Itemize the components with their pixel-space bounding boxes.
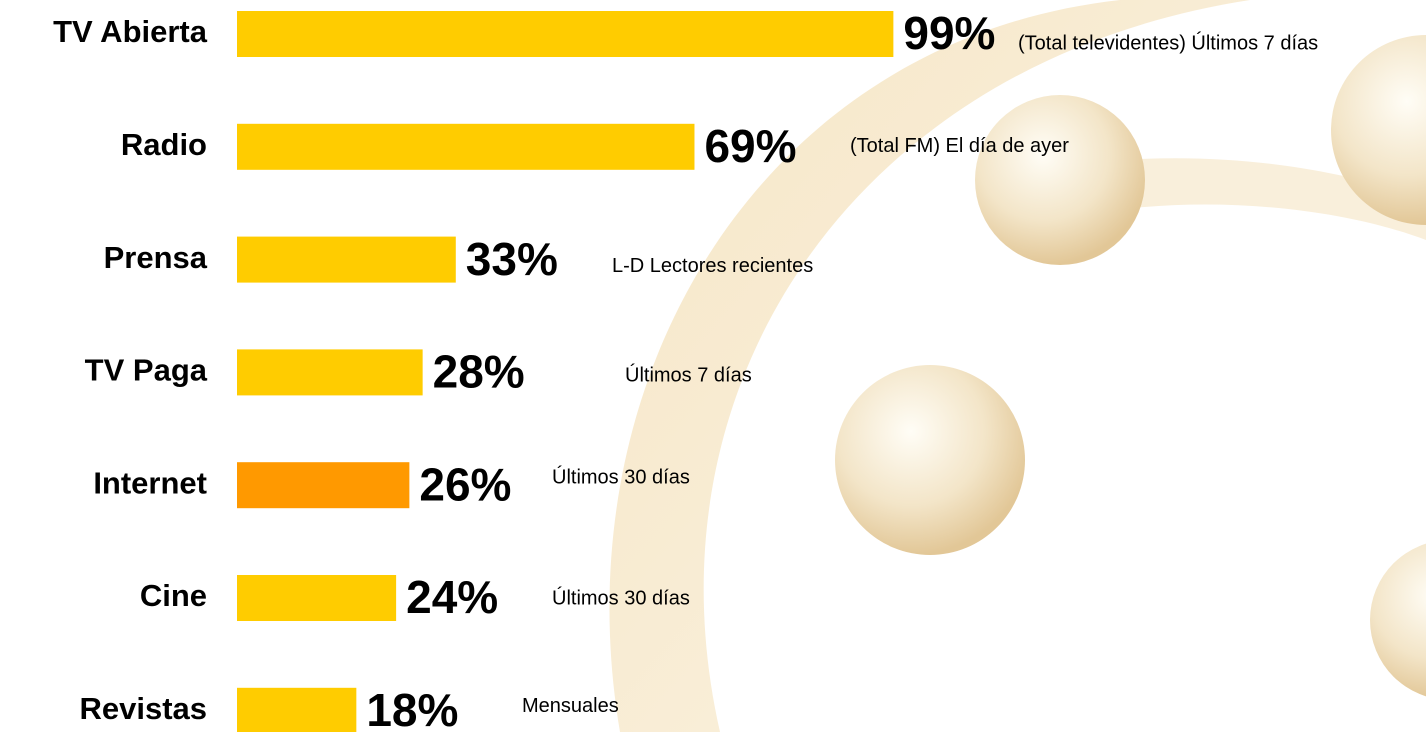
bar	[237, 349, 423, 396]
note: Últimos 30 días	[552, 586, 690, 609]
value-label: 28%	[433, 346, 525, 398]
note: Últimos 30 días	[552, 465, 690, 488]
category-label: Cine	[140, 578, 207, 613]
category-label: TV Paga	[85, 353, 208, 388]
category-label: Internet	[93, 465, 207, 500]
bar	[237, 11, 894, 57]
note: Mensuales	[522, 695, 619, 717]
note: (Total televidentes) Últimos 7 días	[1018, 31, 1318, 54]
note: Últimos 7 días	[625, 364, 752, 387]
value-label: 26%	[419, 458, 511, 510]
bar	[237, 462, 410, 509]
bar	[237, 236, 456, 283]
note: L-D Lectores recientes	[612, 255, 813, 277]
plot: TV Abierta 99% (Total televidentes) Último…	[53, 7, 1318, 732]
value-label: 24%	[406, 571, 498, 623]
category-label: Revistas	[79, 691, 207, 726]
category-label: TV Abierta	[53, 14, 208, 49]
value-label: 99%	[903, 7, 995, 59]
bar	[237, 123, 695, 170]
value-label: 69%	[704, 120, 796, 172]
value-label: 18%	[366, 684, 458, 732]
background-decoration	[609, 0, 1426, 732]
category-label: Radio	[121, 127, 207, 162]
bar	[237, 575, 397, 621]
category-label: Prensa	[104, 240, 208, 275]
value-label: 33%	[466, 233, 558, 285]
note: (Total FM) El día de ayer	[850, 135, 1069, 157]
bar	[237, 687, 357, 732]
